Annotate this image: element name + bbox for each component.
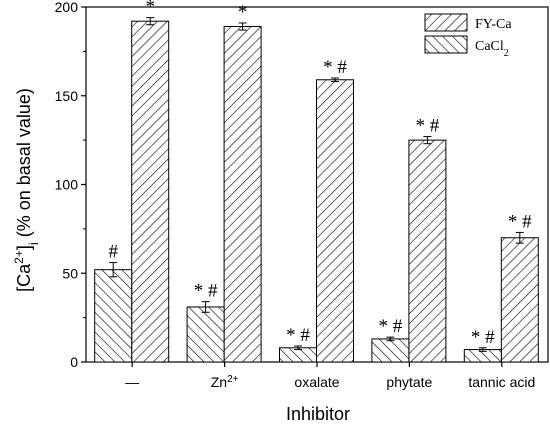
significance-label: * # bbox=[416, 116, 440, 137]
x-tick-label: Zn2+ bbox=[211, 374, 239, 391]
x-tick-label: — bbox=[125, 374, 139, 390]
legend: FY-Ca CaCl2 bbox=[424, 13, 512, 59]
significance-label: * bbox=[238, 2, 248, 23]
significance-label: * # bbox=[379, 316, 403, 337]
bar bbox=[94, 269, 133, 363]
significance-label: * bbox=[145, 0, 155, 18]
y-tick-label: 200 bbox=[55, 0, 79, 15]
legend-label-fy-ca: FY-Ca bbox=[475, 17, 512, 32]
bar bbox=[186, 306, 225, 363]
x-tick-label: phytate bbox=[386, 374, 432, 390]
x-tick-label: tannic acid bbox=[468, 374, 535, 390]
significance-label: # bbox=[108, 242, 118, 263]
bar bbox=[371, 338, 410, 363]
legend-label-cacl2: CaCl2 bbox=[475, 39, 509, 59]
legend-swatch-cacl2 bbox=[424, 35, 468, 54]
significance-label: * # bbox=[194, 281, 218, 302]
bar bbox=[223, 26, 262, 363]
y-tick-label: 50 bbox=[62, 265, 78, 281]
y-tick-label: 0 bbox=[70, 354, 78, 370]
bar bbox=[408, 139, 447, 363]
significance-label: * # bbox=[471, 327, 495, 348]
y-tick-label: 150 bbox=[55, 88, 79, 104]
significance-label: * # bbox=[508, 211, 532, 232]
x-tick-label: oxalate bbox=[294, 374, 339, 390]
legend-swatch-fy-ca bbox=[424, 13, 468, 32]
y-tick-label: 100 bbox=[55, 177, 79, 193]
bar bbox=[131, 20, 170, 363]
bar bbox=[316, 79, 354, 363]
bar bbox=[500, 237, 539, 363]
significance-label: * # bbox=[323, 57, 347, 78]
x-axis-title: Inhibitor bbox=[286, 404, 350, 424]
y-axis-title: [Ca2+]i (% on basal value) bbox=[12, 88, 41, 292]
significance-label: * # bbox=[286, 325, 310, 346]
